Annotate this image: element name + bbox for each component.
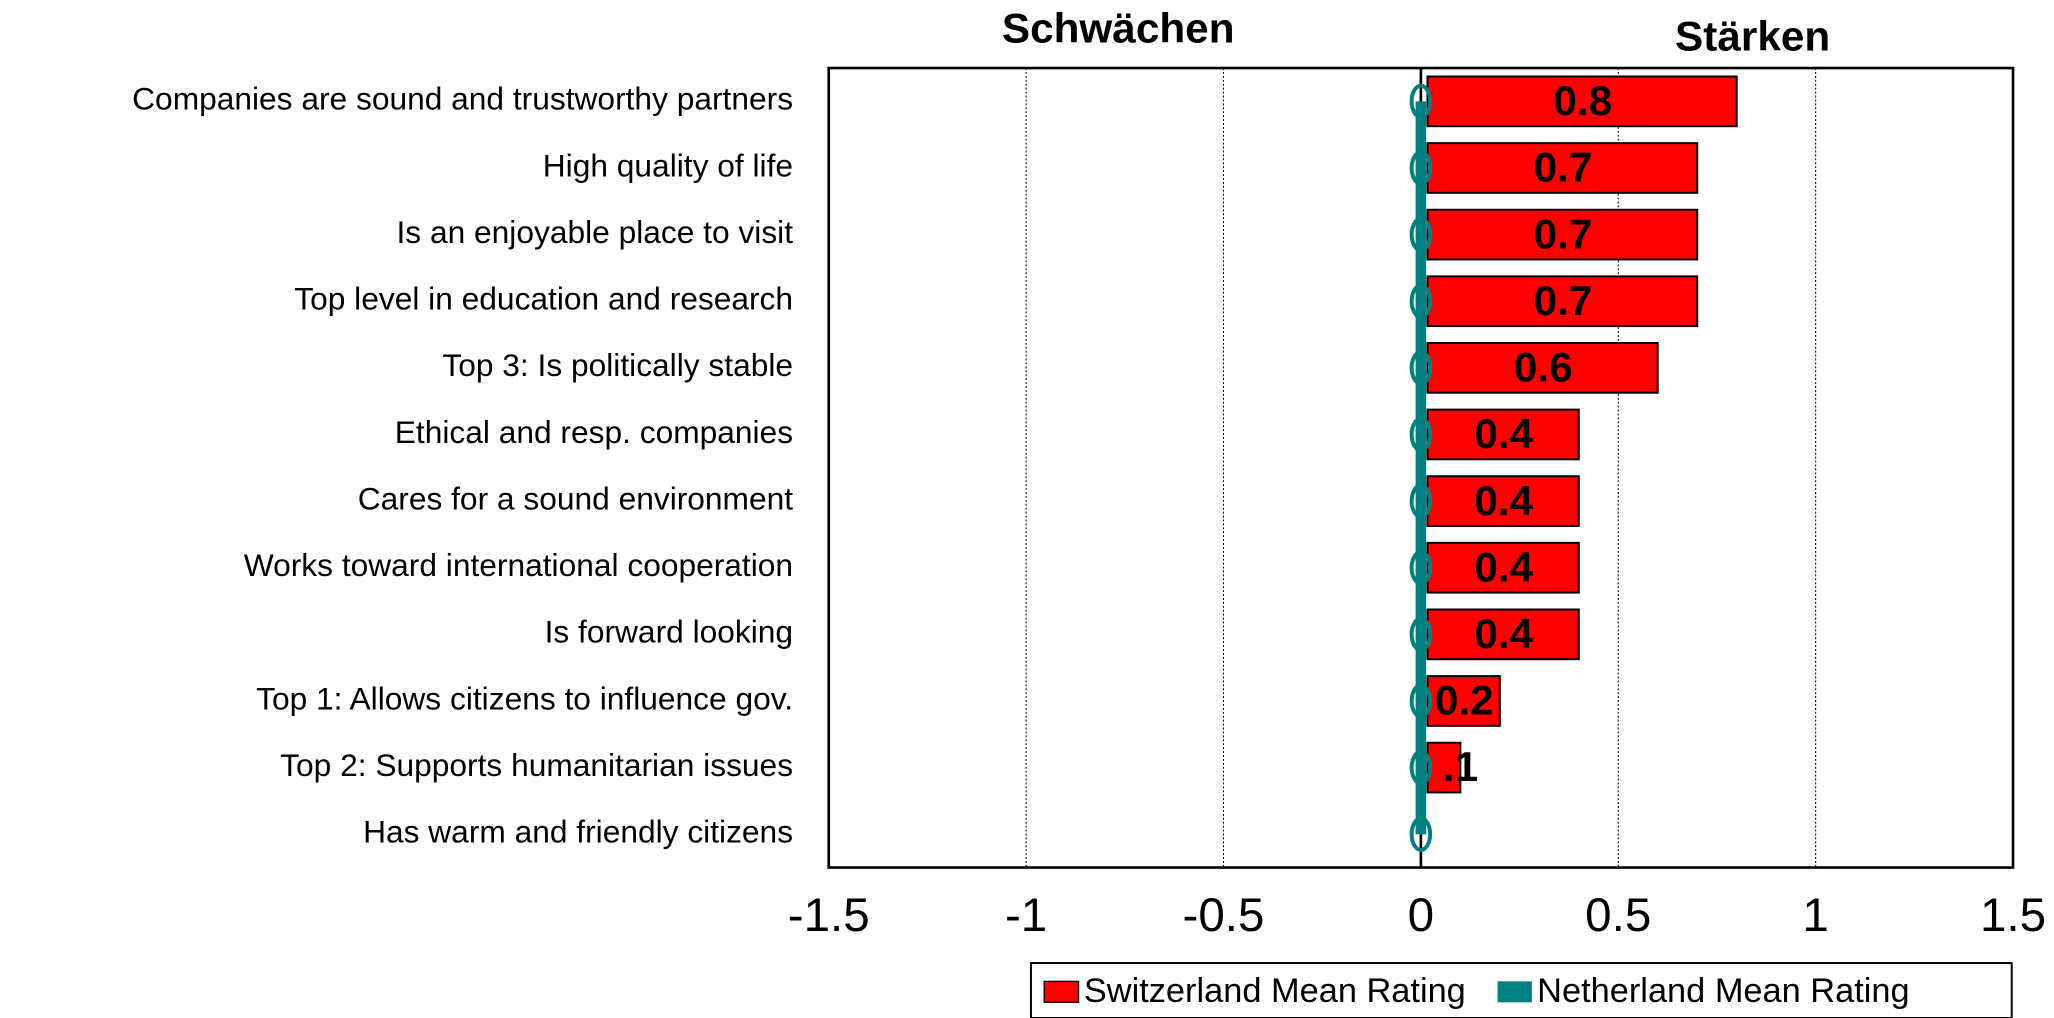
marker bbox=[1409, 350, 1433, 386]
marker bbox=[1409, 483, 1433, 519]
data-label: .1 bbox=[1443, 743, 1478, 790]
data-label: 0.8 bbox=[1553, 77, 1612, 124]
category-label: Top 2: Supports humanitarian issues bbox=[280, 747, 793, 783]
category-label: Ethical and resp. companies bbox=[395, 414, 793, 450]
category-label: Cares for a sound environment bbox=[358, 481, 794, 517]
category-label: Top 3: Is politically stable bbox=[442, 347, 793, 383]
category-label: Top level in education and research bbox=[294, 281, 793, 317]
category-label: Companies are sound and trustworthy part… bbox=[132, 81, 793, 117]
legend-label: Switzerland Mean Rating bbox=[1084, 972, 1466, 1010]
legend-swatch bbox=[1043, 980, 1080, 1003]
annotation: Stärken bbox=[1675, 12, 1830, 59]
x-tick-label: 1 bbox=[1802, 889, 1828, 942]
x-tick-label: 0.5 bbox=[1585, 889, 1651, 942]
x-tick-label: -1 bbox=[1005, 889, 1047, 942]
marker bbox=[1409, 683, 1433, 719]
category-label: Is forward looking bbox=[545, 614, 793, 650]
bar bbox=[1426, 75, 1738, 128]
marker bbox=[1409, 816, 1433, 852]
data-label: 0.4 bbox=[1474, 610, 1533, 657]
marker bbox=[1409, 616, 1433, 653]
category-label: Works toward international cooperation bbox=[244, 547, 793, 583]
bar bbox=[1426, 275, 1699, 328]
bar bbox=[1426, 541, 1580, 594]
bar bbox=[1426, 741, 1462, 794]
legend-swatch bbox=[1497, 981, 1532, 1003]
data-label: 0.6 bbox=[1514, 344, 1573, 391]
x-tick-label: 1.5 bbox=[1980, 889, 2046, 942]
bar bbox=[1426, 342, 1659, 394]
bar bbox=[1426, 408, 1580, 461]
annotation: Schwächen bbox=[1002, 5, 1235, 52]
data-label: 0.4 bbox=[1474, 410, 1533, 457]
marker bbox=[1409, 749, 1433, 786]
bar bbox=[1426, 675, 1501, 727]
category-label: Has warm and friendly citizens bbox=[363, 814, 793, 850]
bar bbox=[1426, 608, 1580, 661]
marker bbox=[1409, 283, 1433, 319]
data-label: 0.7 bbox=[1534, 144, 1593, 191]
data-label: 0.4 bbox=[1474, 477, 1533, 524]
marker bbox=[1409, 416, 1433, 453]
marker bbox=[1409, 216, 1433, 253]
x-tick-label: -1.5 bbox=[788, 889, 870, 942]
x-tick-label: 0 bbox=[1408, 889, 1434, 942]
category-label: High quality of life bbox=[543, 147, 793, 183]
bar bbox=[1426, 142, 1699, 194]
data-label: 0.7 bbox=[1534, 277, 1593, 324]
legend-label: Netherland Mean Rating bbox=[1537, 972, 1909, 1010]
data-label: 0.2 bbox=[1435, 677, 1494, 724]
bar bbox=[1426, 208, 1699, 261]
data-label: 0.7 bbox=[1534, 210, 1593, 257]
category-label: Top 1: Allows citizens to influence gov. bbox=[256, 680, 793, 716]
bar bbox=[1426, 475, 1580, 527]
data-label: 0.4 bbox=[1474, 544, 1533, 591]
marker bbox=[1409, 550, 1433, 586]
marker bbox=[1409, 83, 1433, 120]
x-tick-label: -0.5 bbox=[1183, 889, 1265, 942]
category-label: Is an enjoyable place to visit bbox=[396, 214, 793, 250]
marker bbox=[1409, 150, 1433, 186]
